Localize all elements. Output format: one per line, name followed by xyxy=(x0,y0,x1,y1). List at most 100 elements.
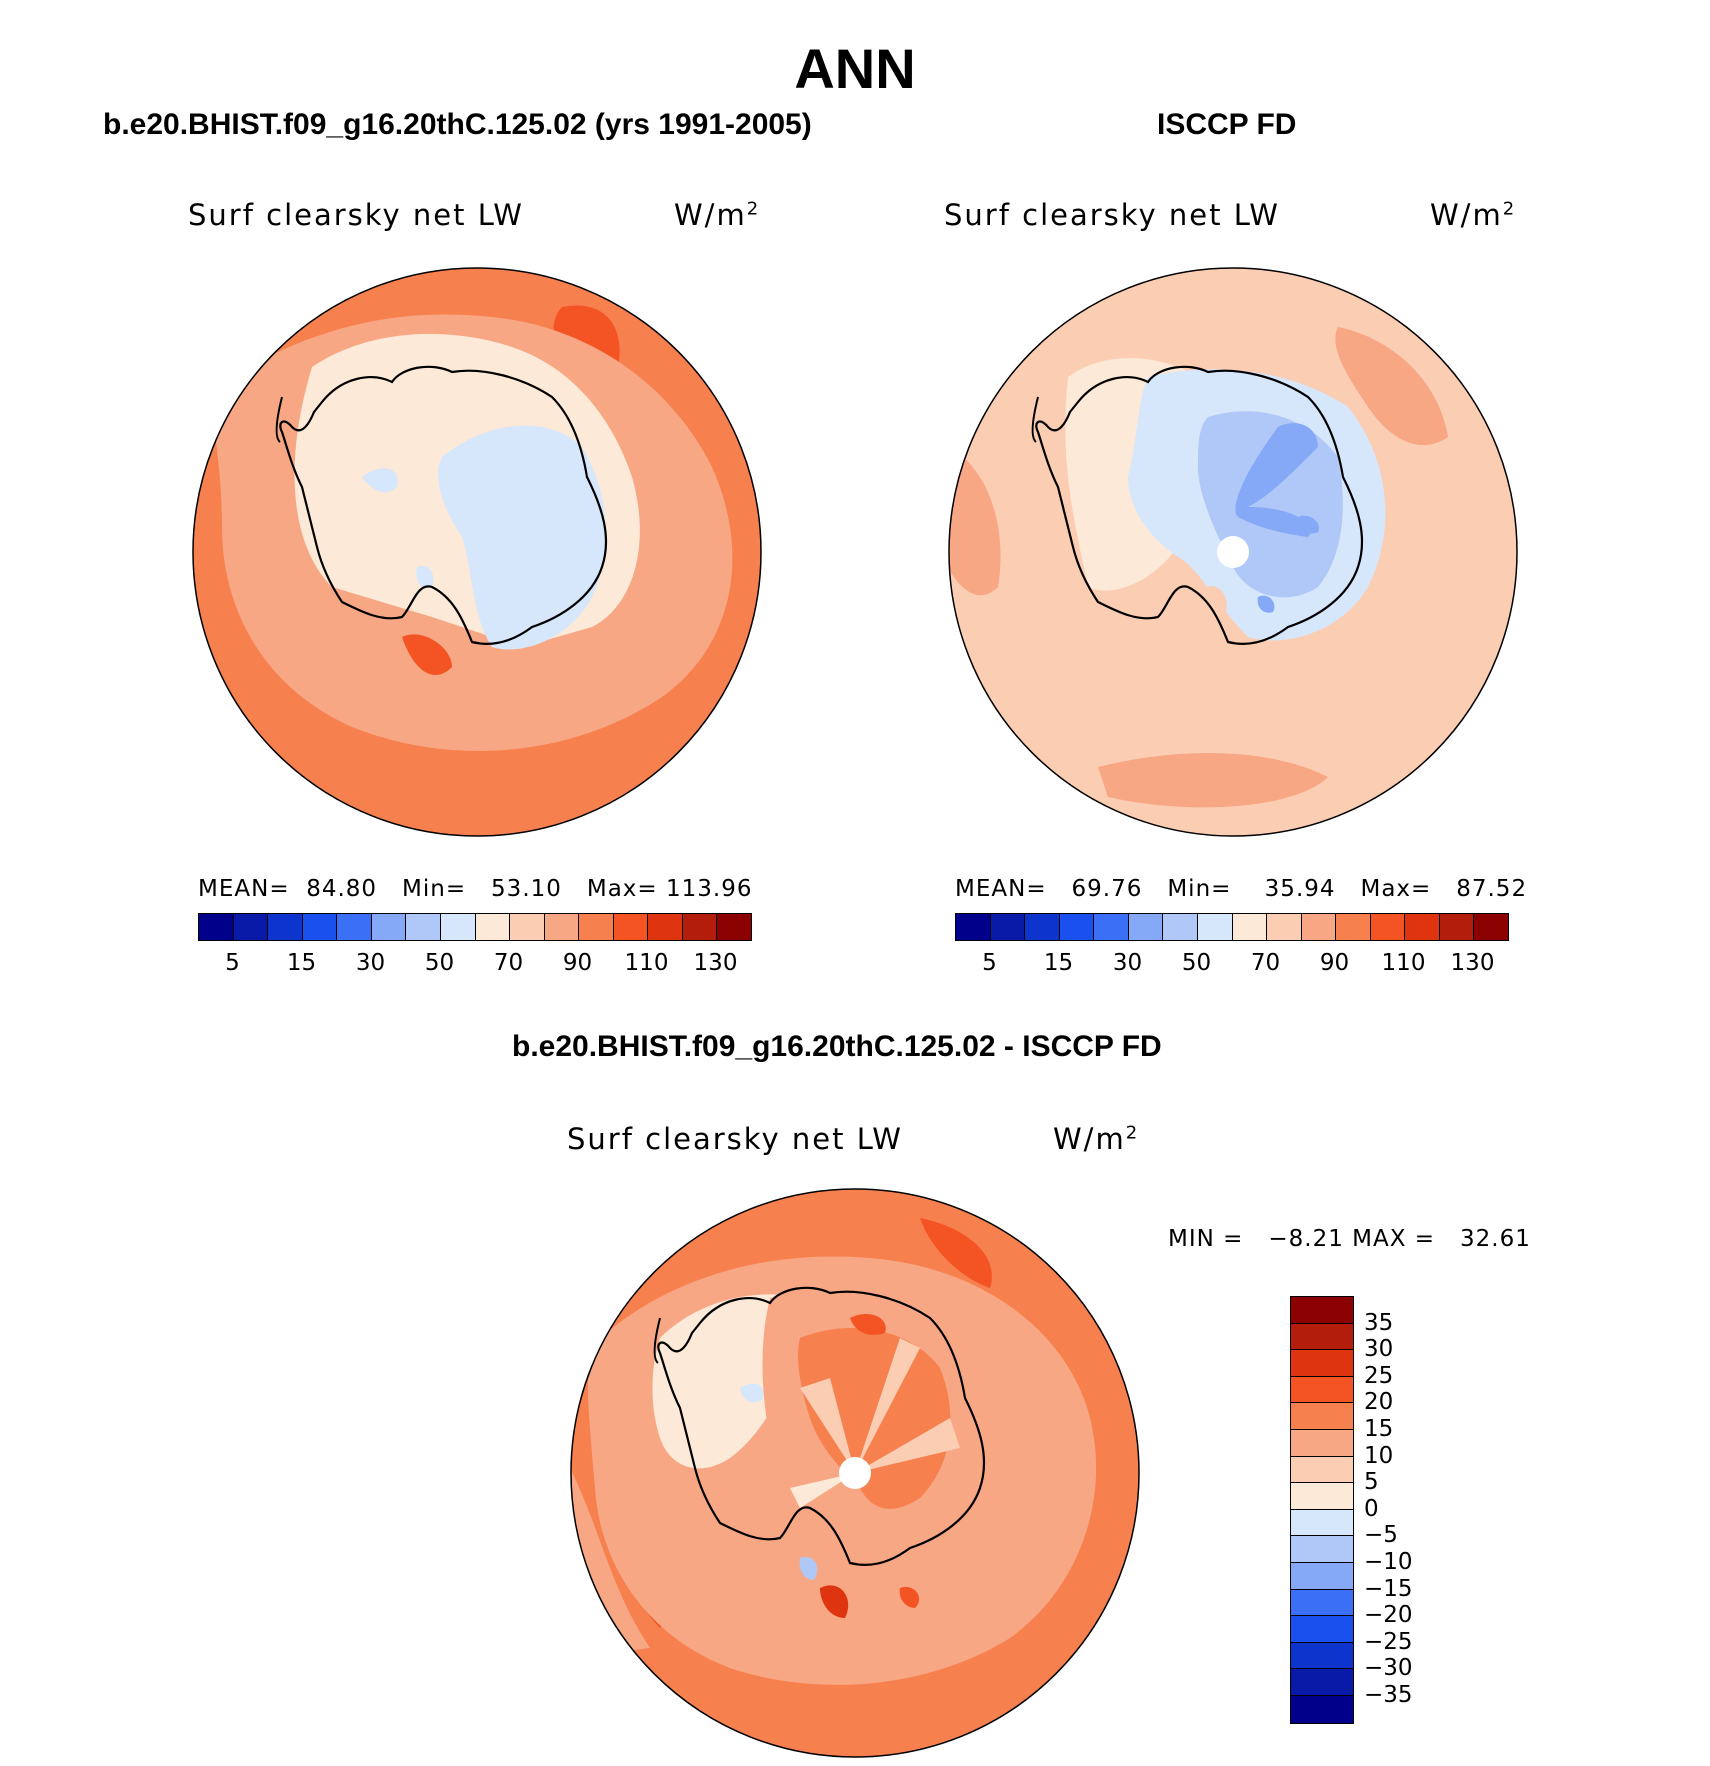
left-colorbar xyxy=(198,913,752,941)
diff-colorbar-tick-label: 20 xyxy=(1364,1389,1394,1416)
right-colorbar-swatch xyxy=(1094,914,1129,940)
left-panel-units: W/m2 xyxy=(674,198,761,232)
right-colorbar-tick-label: 130 xyxy=(1450,950,1495,976)
diff-colorbar-tick-label: −20 xyxy=(1364,1602,1413,1629)
diff-colorbar-tick-label: 10 xyxy=(1364,1442,1394,1469)
diff-colorbar-swatch xyxy=(1291,1429,1353,1457)
right-colorbar-swatch xyxy=(1370,914,1406,940)
left-colorbar-tick-label: 90 xyxy=(562,950,593,976)
right-colorbar xyxy=(955,913,1509,941)
left-panel-title: b.e20.BHIST.f09_g16.20thC.125.02 (yrs 19… xyxy=(103,108,812,141)
left-colorbar-tick-label: 110 xyxy=(624,950,669,976)
right-colorbar-swatch xyxy=(1301,914,1337,940)
diff-colorbar-swatch xyxy=(1291,1376,1353,1404)
diff-colorbar-swatch xyxy=(1291,1695,1353,1723)
right-colorbar-swatch xyxy=(956,914,991,940)
diff-colorbar-swatch xyxy=(1291,1483,1353,1510)
diff-colorbar-tick-label: −15 xyxy=(1364,1575,1413,1602)
right-polar-map xyxy=(948,267,1518,837)
diff-colorbar-tick-label: 0 xyxy=(1364,1495,1379,1522)
diff-colorbar-swatch xyxy=(1291,1403,1353,1430)
left-colorbar-tick-label: 5 xyxy=(225,950,240,976)
diff-panel-title: b.e20.BHIST.f09_g16.20thC.125.02 - ISCCP… xyxy=(512,1030,1162,1063)
right-colorbar-swatch xyxy=(1267,914,1302,940)
left-colorbar-swatch xyxy=(406,914,441,940)
right-colorbar-ticks: 5 15 30 50 70 90 110 130 xyxy=(955,950,1507,980)
right-colorbar-tick-label: 30 xyxy=(1112,950,1143,976)
left-colorbar-tick-label: 70 xyxy=(493,950,524,976)
right-colorbar-swatch xyxy=(1025,914,1060,940)
diff-colorbar-swatch xyxy=(1291,1297,1353,1324)
left-colorbar-swatch xyxy=(682,914,718,940)
diff-colorbar-tick-label: 25 xyxy=(1364,1362,1394,1389)
right-colorbar-swatch xyxy=(1439,914,1475,940)
right-colorbar-tick-label: 70 xyxy=(1250,950,1281,976)
right-colorbar-swatch xyxy=(1336,914,1371,940)
diff-colorbar-swatch xyxy=(1291,1562,1353,1590)
left-colorbar-swatch xyxy=(613,914,649,940)
diff-colorbar-tick-label: −35 xyxy=(1364,1682,1413,1708)
left-colorbar-tick-label: 15 xyxy=(286,950,317,976)
left-stats: MEAN= 84.80 Min= 53.10 Max= 113.96 xyxy=(198,876,753,902)
figure-title: ANN xyxy=(794,37,916,100)
right-colorbar-swatch xyxy=(990,914,1026,940)
left-panel-variable: Surf clearsky net LW xyxy=(188,198,524,232)
diff-colorbar-swatch xyxy=(1291,1509,1353,1537)
diff-colorbar-swatch xyxy=(1291,1350,1353,1377)
left-colorbar-swatch xyxy=(544,914,580,940)
left-colorbar-swatch xyxy=(579,914,614,940)
diff-stats: MIN = −8.21 MAX = 32.61 xyxy=(1168,1226,1531,1252)
right-colorbar-swatch xyxy=(1128,914,1164,940)
left-colorbar-swatch xyxy=(648,914,683,940)
right-panel-variable: Surf clearsky net LW xyxy=(944,198,1280,232)
left-colorbar-swatch xyxy=(268,914,303,940)
diff-colorbar-swatch xyxy=(1291,1669,1353,1696)
diff-panel-units: W/m2 xyxy=(1053,1122,1140,1156)
left-colorbar-swatch xyxy=(440,914,476,940)
diff-colorbar-swatch xyxy=(1291,1642,1353,1670)
left-colorbar-swatch xyxy=(510,914,545,940)
left-colorbar-ticks: 5 15 30 50 70 90 110 130 xyxy=(198,950,750,980)
right-colorbar-swatch xyxy=(1405,914,1440,940)
diff-panel-variable: Surf clearsky net LW xyxy=(567,1122,903,1156)
right-panel-title: ISCCP FD xyxy=(1157,108,1297,141)
left-polar-map xyxy=(192,267,762,837)
left-colorbar-swatch xyxy=(302,914,338,940)
right-colorbar-swatch xyxy=(1474,914,1508,940)
right-colorbar-tick-label: 90 xyxy=(1319,950,1350,976)
diff-colorbar-swatch xyxy=(1291,1616,1353,1643)
left-colorbar-swatch xyxy=(717,914,751,940)
diff-colorbar xyxy=(1290,1296,1354,1724)
right-colorbar-swatch xyxy=(1197,914,1233,940)
left-colorbar-swatch xyxy=(475,914,511,940)
right-colorbar-tick-label: 15 xyxy=(1043,950,1074,976)
right-colorbar-tick-label: 5 xyxy=(982,950,997,976)
left-colorbar-swatch xyxy=(371,914,407,940)
left-colorbar-swatch xyxy=(233,914,269,940)
left-colorbar-tick-label: 50 xyxy=(424,950,455,976)
diff-polar-map xyxy=(570,1188,1140,1758)
diff-colorbar-swatch xyxy=(1291,1323,1353,1351)
diff-colorbar-tick-label: 15 xyxy=(1364,1416,1394,1442)
diff-colorbar-ticks: 35 30 25 20 15 10 5 0 −5 −10 −15 −20 −25 −30 −35 xyxy=(1364,1296,1444,1726)
diff-colorbar-tick-label: −30 xyxy=(1364,1655,1413,1682)
diff-colorbar-tick-label: 5 xyxy=(1364,1469,1379,1496)
left-colorbar-swatch xyxy=(337,914,372,940)
diff-colorbar-swatch xyxy=(1291,1456,1353,1484)
diff-colorbar-swatch xyxy=(1291,1536,1353,1563)
right-colorbar-swatch xyxy=(1232,914,1268,940)
left-colorbar-tick-label: 30 xyxy=(355,950,386,976)
diff-colorbar-tick-label: −25 xyxy=(1364,1628,1413,1655)
diff-colorbar-tick-label: −5 xyxy=(1364,1522,1398,1549)
right-stats: MEAN= 69.76 Min= 35.94 Max= 87.52 xyxy=(955,876,1528,902)
right-panel-units: W/m2 xyxy=(1430,198,1517,232)
diff-colorbar-tick-label: 30 xyxy=(1364,1336,1394,1363)
right-colorbar-tick-label: 50 xyxy=(1181,950,1212,976)
left-colorbar-tick-label: 130 xyxy=(693,950,738,976)
left-colorbar-swatch xyxy=(199,914,234,940)
right-colorbar-swatch xyxy=(1163,914,1198,940)
diff-colorbar-tick-label: 35 xyxy=(1364,1309,1394,1336)
diff-colorbar-swatch xyxy=(1291,1589,1353,1617)
right-colorbar-tick-label: 110 xyxy=(1381,950,1426,976)
diff-colorbar-tick-label: −10 xyxy=(1364,1549,1413,1575)
